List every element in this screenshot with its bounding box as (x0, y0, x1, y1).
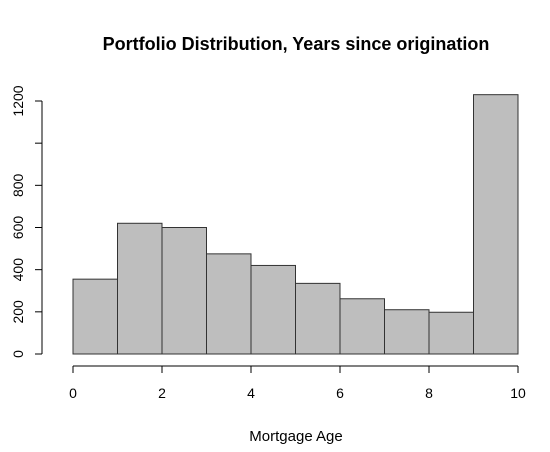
histogram-bar (250, 264, 296, 355)
x-tick-label: 2 (158, 385, 166, 401)
y-tick-label: 800 (10, 173, 26, 197)
y-tick-label: 200 (10, 300, 26, 324)
histogram-bar (384, 309, 430, 355)
histogram-bar (72, 278, 118, 355)
y-tick-label: 400 (10, 258, 26, 282)
chart-title: Portfolio Distribution, Years since orig… (103, 34, 490, 54)
y-tick-label: 0 (10, 350, 26, 358)
histogram-bar (473, 94, 519, 355)
x-tick-label: 0 (69, 385, 77, 401)
y-tick-label: 600 (10, 216, 26, 240)
histogram-bar (295, 282, 341, 355)
x-axis-label: Mortgage Age (249, 428, 342, 445)
x-tick-label: 8 (425, 385, 433, 401)
histogram-bar (339, 298, 385, 355)
histogram-bar (161, 227, 207, 355)
bars-group (72, 94, 519, 355)
x-axis: 0 2 4 6 8 10 (69, 365, 526, 401)
histogram-bar (117, 222, 163, 355)
histogram-bar (206, 253, 252, 355)
x-tick-label: 4 (247, 385, 255, 401)
x-tick-label: 6 (336, 385, 344, 401)
y-axis: 0 200 400 600 800 1200 (10, 85, 43, 358)
x-tick-label: 10 (510, 385, 526, 401)
y-tick-label: 1200 (10, 85, 26, 116)
histogram-bar (428, 311, 474, 355)
